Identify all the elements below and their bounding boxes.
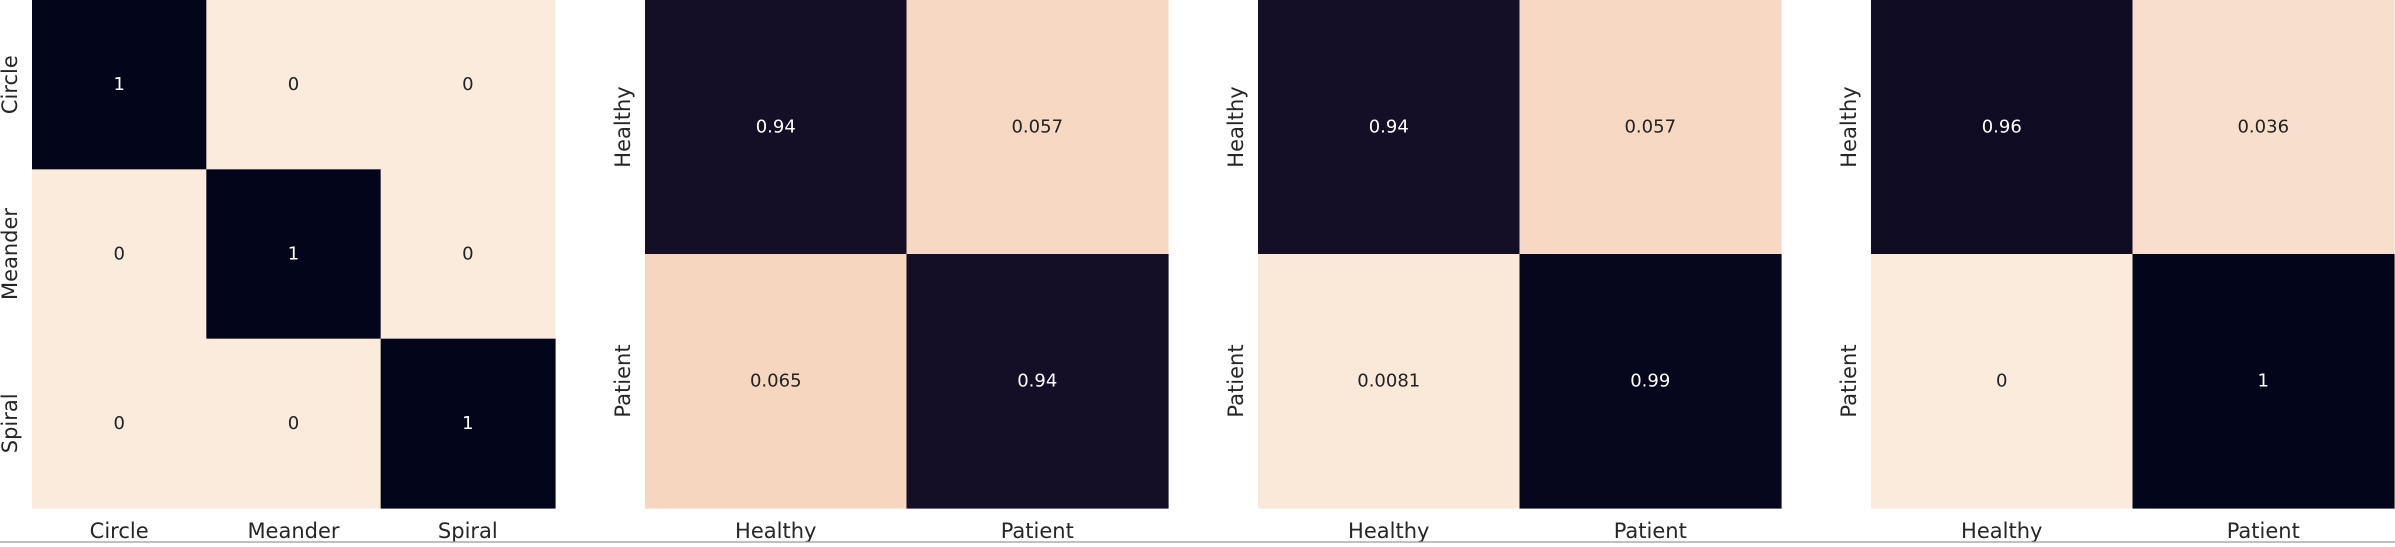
heatmap-cell: [906, 0, 1169, 255]
cell-value-label: 0.96: [1982, 117, 2022, 138]
heatmap-cell: [32, 338, 207, 509]
y-tick-label: Healthy: [1224, 86, 1248, 167]
heatmap-cell: [1258, 0, 1521, 255]
cell-value-label: 0.036: [2237, 117, 2289, 138]
heatmap-cell: [645, 0, 908, 255]
heatmap-cell: [206, 0, 382, 170]
heatmap-cell: [380, 169, 556, 340]
cell-value-label: 0: [1996, 371, 2007, 392]
heatmap-cell: [206, 338, 382, 509]
x-tick-label: Spiral: [438, 519, 498, 543]
x-tick-label: Meander: [247, 519, 339, 543]
heatmap-cell: [1519, 0, 1782, 255]
heatmap-cell: [1871, 254, 2134, 509]
x-tick-label: Healthy: [1961, 519, 2042, 543]
y-tick-label: Patient: [611, 344, 635, 417]
cell-value-label: 1: [462, 413, 473, 434]
heatmap-cell: [2132, 0, 2395, 255]
cell-value-label: 0.065: [750, 371, 802, 392]
heatmap-cell: [32, 0, 207, 170]
heatmap-panel-1: 1 0 0 0 1 0 0 0 1 Circle Meander Spiral Circle Meande…: [0, 0, 556, 543]
cell-value-label: 0.0081: [1357, 371, 1420, 392]
cell-value-label: 0: [462, 74, 473, 95]
cell-value-label: 0: [113, 244, 124, 265]
y-tick-label: Healthy: [611, 86, 635, 167]
cell-value-label: 0.057: [1624, 117, 1676, 138]
cell-value-label: 0.99: [1630, 371, 1670, 392]
x-tick-label: Circle: [90, 519, 149, 543]
heatmap-cell: [906, 254, 1169, 509]
y-tick-label: Healthy: [1837, 86, 1861, 167]
heatmap-cell: [206, 169, 382, 340]
x-tick-label: Patient: [1614, 519, 1687, 543]
heatmap-cell: [2132, 254, 2395, 509]
y-tick-label: Spiral: [0, 393, 22, 453]
x-tick-label: Patient: [1001, 519, 1074, 543]
heatmap-panel-3: 0.94 0.057 0.0081 0.99 Healthy Patient Healthy…: [1224, 0, 1782, 543]
cell-value-label: 0.94: [1017, 371, 1057, 392]
cell-value-label: 0: [113, 413, 124, 434]
y-tick-label: Meander: [0, 208, 22, 300]
cell-value-label: 0: [288, 74, 299, 95]
heatmap-cell: [380, 338, 556, 509]
heatmap-panel-4: 0.96 0.036 0 1 Healthy Patient Healthy Patient: [1837, 0, 2395, 543]
heatmap-cell: [1258, 254, 1521, 509]
heatmap-cell: [32, 169, 207, 340]
x-tick-label: Patient: [2227, 519, 2300, 543]
heatmap-cell: [1519, 254, 1782, 509]
cell-value-label: 1: [113, 74, 124, 95]
y-tick-label: Circle: [0, 55, 22, 114]
heatmap-panel-2: 0.94 0.057 0.065 0.94 Healthy Patient Healthy P…: [611, 0, 1169, 543]
cell-value-label: 0: [462, 244, 473, 265]
y-tick-label: Patient: [1837, 344, 1861, 417]
cell-value-label: 0.94: [1369, 117, 1409, 138]
cell-value-label: 0.057: [1011, 117, 1063, 138]
cell-value-label: 0: [288, 413, 299, 434]
y-tick-label: Patient: [1224, 344, 1248, 417]
x-tick-label: Healthy: [1348, 519, 1429, 543]
cell-value-label: 1: [288, 244, 299, 265]
cell-value-label: 1: [2258, 371, 2269, 392]
heatmap-cell: [1871, 0, 2134, 255]
heatmap-cell: [645, 254, 908, 509]
heatmap-cell: [380, 0, 556, 170]
x-tick-label: Healthy: [735, 519, 816, 543]
cell-value-label: 0.94: [756, 117, 796, 138]
